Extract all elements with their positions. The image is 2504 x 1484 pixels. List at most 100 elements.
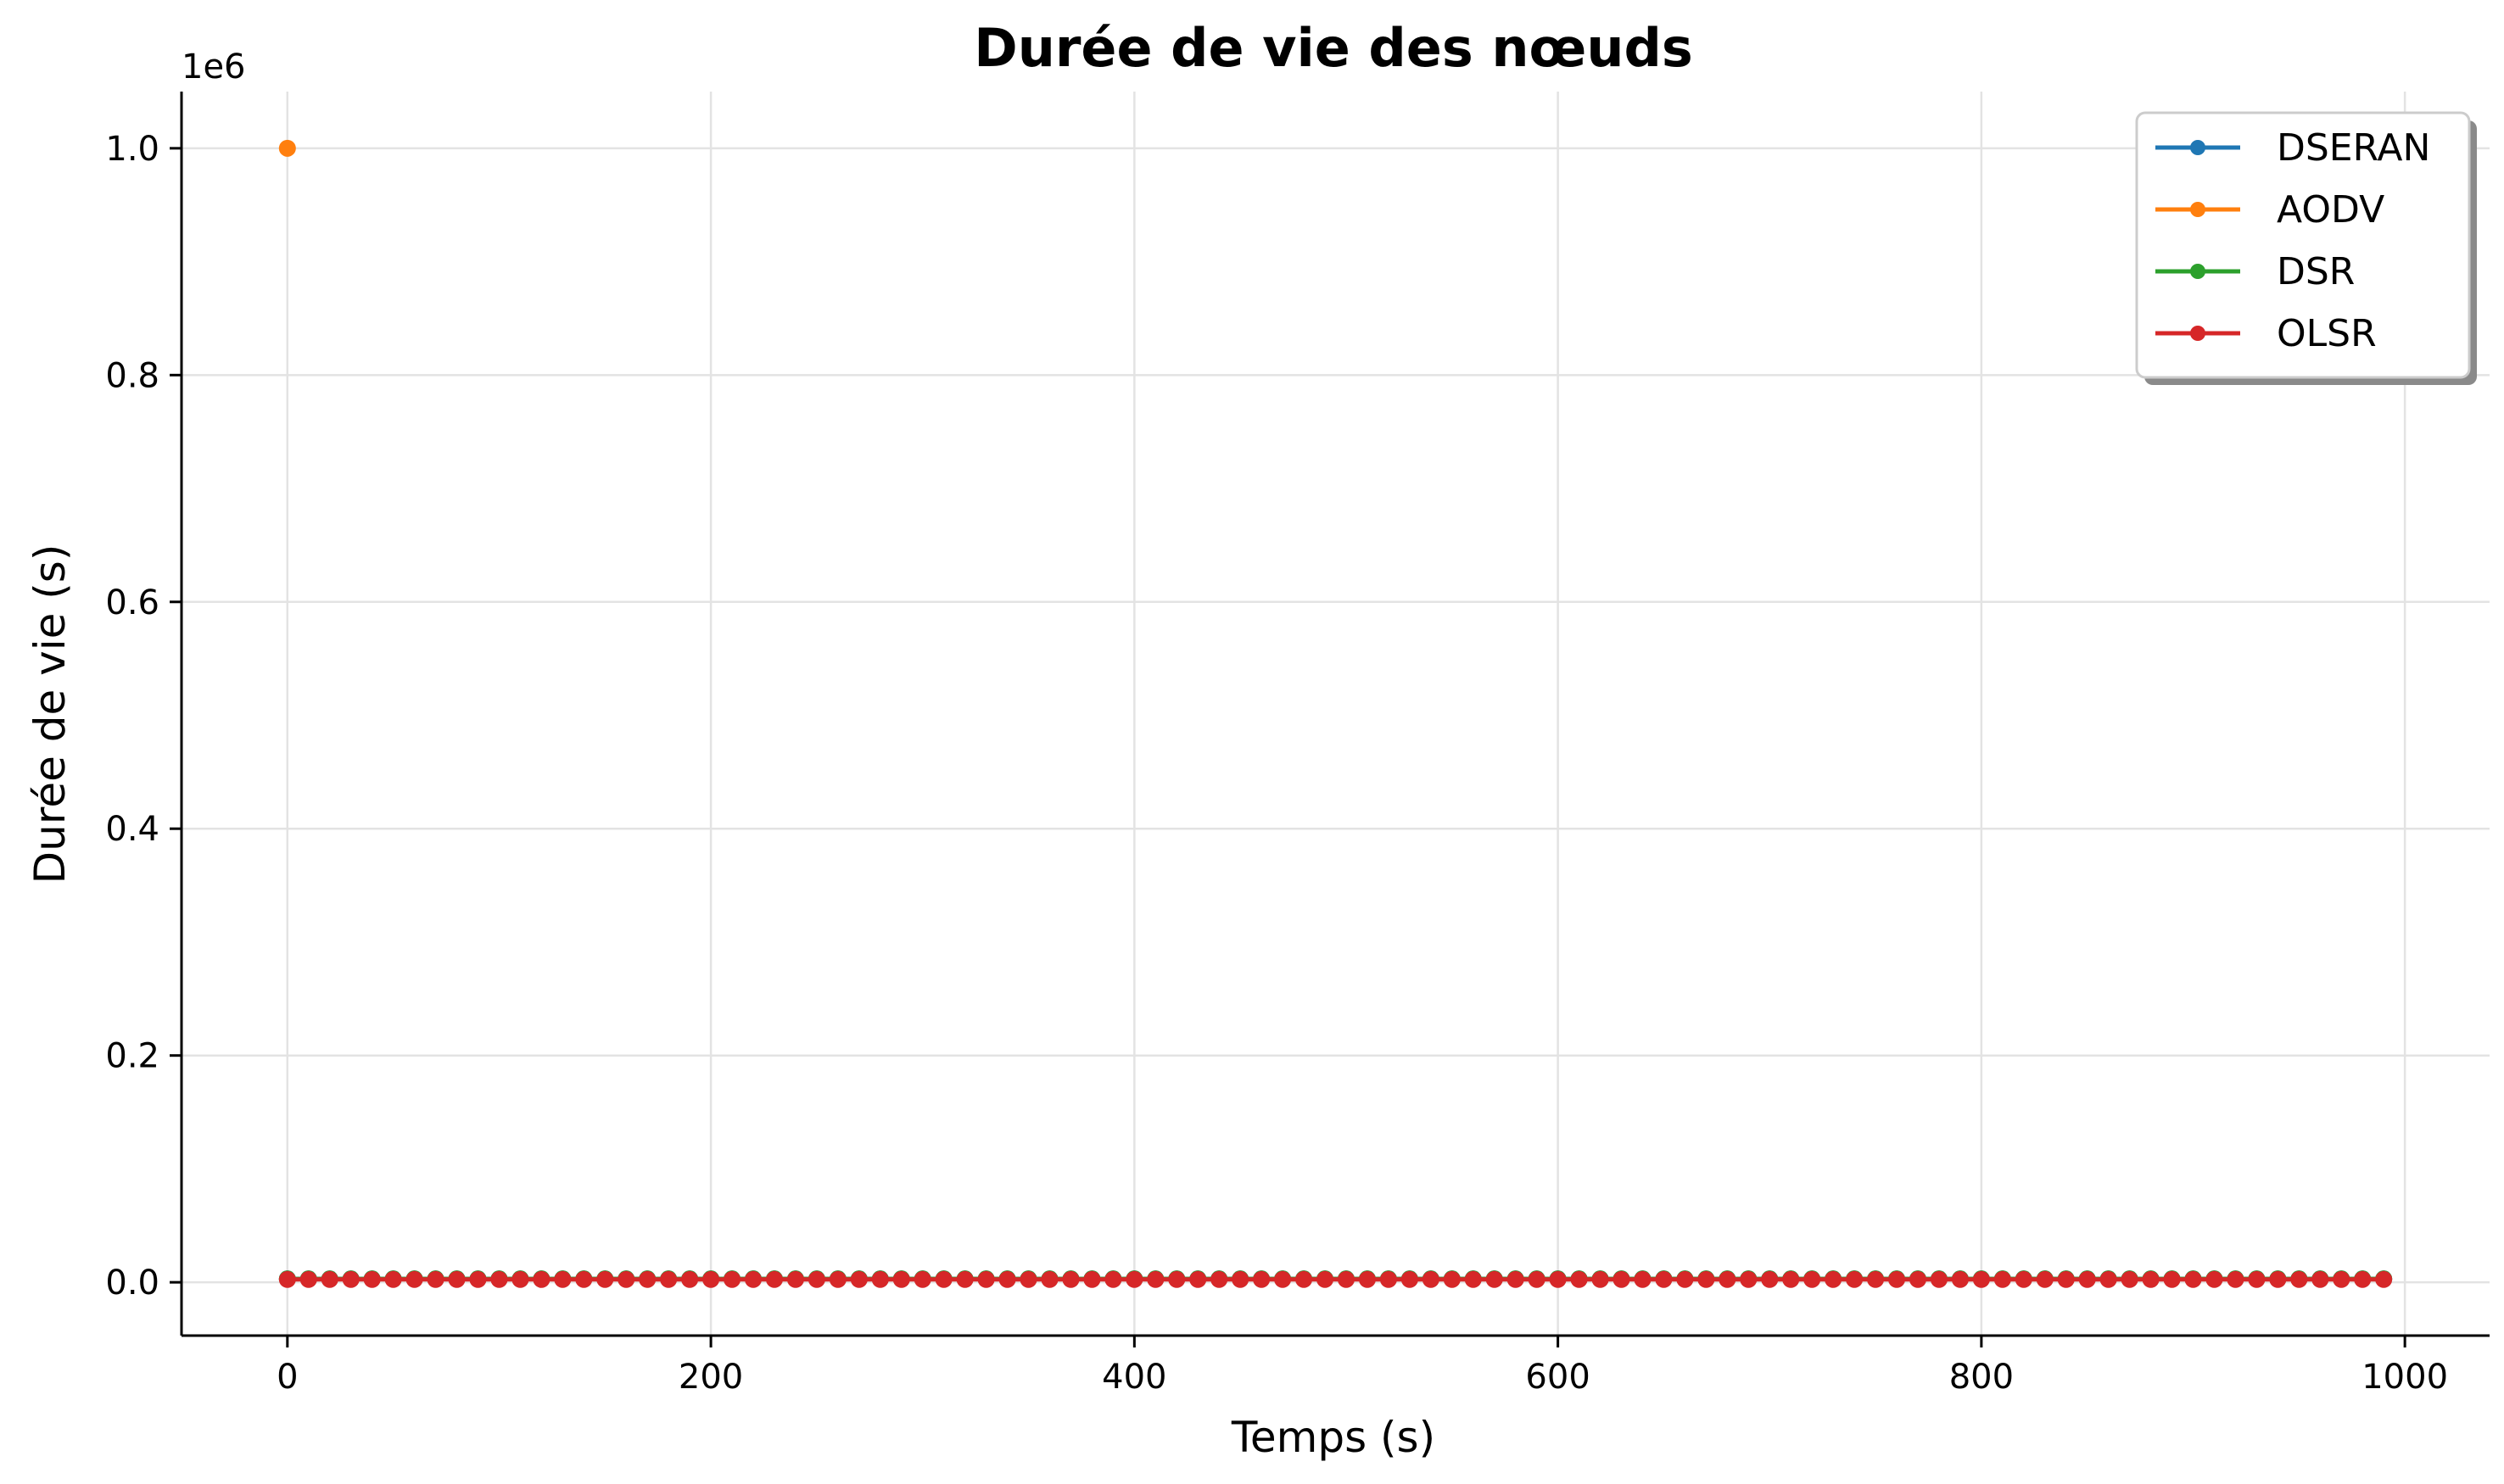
data-point [1909, 1270, 1926, 1288]
data-point [1316, 1270, 1334, 1288]
data-point [1020, 1270, 1037, 1288]
data-point [1041, 1270, 1059, 1288]
data-point [2163, 1270, 2181, 1288]
x-tick-label: 200 [679, 1358, 743, 1397]
data-point [935, 1270, 953, 1288]
data-point [2269, 1270, 2287, 1288]
data-point [1951, 1270, 1969, 1288]
data-point [639, 1270, 657, 1288]
data-point [1740, 1270, 1758, 1288]
data-point [384, 1270, 402, 1288]
data-point [2078, 1270, 2096, 1288]
data-point [914, 1270, 931, 1288]
legend-box [2135, 111, 2471, 379]
data-point [2354, 1270, 2372, 1288]
data-point [1400, 1270, 1418, 1288]
data-point [1676, 1270, 1694, 1288]
x-tick-label: 400 [1102, 1358, 1166, 1397]
data-point [808, 1270, 825, 1288]
data-point [765, 1270, 783, 1288]
data-point [2227, 1270, 2244, 1288]
data-point [2057, 1270, 2075, 1288]
data-point [2184, 1270, 2202, 1288]
data-point [2375, 1270, 2393, 1288]
data-point [1549, 1270, 1567, 1288]
legend: DSERAN AODV DSR OLSR [2135, 111, 2477, 385]
axis-ticks: 0 200 400 600 800 1000 0.0 0.2 0.4 0.6 0.8 1.0 [105, 130, 2448, 1397]
data-point [2015, 1270, 2032, 1288]
y-tick-label: 0.8 [105, 356, 159, 395]
data-point [1591, 1270, 1609, 1288]
data-point [977, 1270, 995, 1288]
data-point [998, 1270, 1016, 1288]
data-point [1443, 1270, 1461, 1288]
y-offset-text: 1e6 [182, 47, 246, 86]
data-point [1613, 1270, 1630, 1288]
data-point [321, 1270, 338, 1288]
data-point [1210, 1270, 1228, 1288]
data-point [956, 1270, 974, 1288]
data-point [871, 1270, 889, 1288]
data-point [1422, 1270, 1439, 1288]
y-tick-label: 0.2 [105, 1037, 159, 1076]
y-tick-label: 0.4 [105, 810, 159, 849]
legend-item-dseran: DSERAN [2155, 126, 2430, 170]
data-point [1189, 1270, 1207, 1288]
data-point [786, 1270, 804, 1288]
data-point [511, 1270, 529, 1288]
data-point [1253, 1270, 1271, 1288]
data-point [1083, 1270, 1101, 1288]
data-point [1168, 1270, 1186, 1288]
y-axis-label: Durée de vie (s) [25, 544, 75, 884]
legend-label: DSERAN [2277, 126, 2430, 170]
data-point [1972, 1270, 1990, 1288]
data-point [1379, 1270, 1397, 1288]
data-point [1655, 1270, 1673, 1288]
data-point [299, 1270, 317, 1288]
legend-marker [2190, 326, 2205, 341]
x-tick-label: 0 [277, 1358, 298, 1397]
data-point [1993, 1270, 2011, 1288]
data-point [1126, 1270, 1143, 1288]
legend-marker [2190, 140, 2205, 155]
data-point [1062, 1270, 1080, 1288]
legend-marker [2190, 264, 2205, 279]
legend-item-dsr: DSR [2155, 250, 2355, 293]
chart-title: Durée de vie des nœuds [974, 17, 1693, 79]
data-point [469, 1270, 487, 1288]
data-point [533, 1270, 551, 1288]
data-point [1782, 1270, 1800, 1288]
data-point [1232, 1270, 1249, 1288]
data-point [278, 139, 296, 157]
data-point [1528, 1270, 1545, 1288]
y-tick-label: 0.6 [105, 583, 159, 622]
data-point [2333, 1270, 2350, 1288]
data-point [1867, 1270, 1885, 1288]
series-layer [278, 139, 2393, 1288]
data-point [1485, 1270, 1503, 1288]
data-point [427, 1270, 444, 1288]
data-point [554, 1270, 572, 1288]
data-point [1888, 1270, 1906, 1288]
data-point [745, 1270, 763, 1288]
data-point [2311, 1270, 2329, 1288]
data-point [2290, 1270, 2308, 1288]
data-point [1104, 1270, 1122, 1288]
data-point [1295, 1270, 1313, 1288]
series-aodv [278, 139, 296, 157]
data-point [448, 1270, 466, 1288]
data-point [618, 1270, 635, 1288]
data-point [892, 1270, 910, 1288]
data-point [1358, 1270, 1376, 1288]
legend-label: DSR [2277, 250, 2355, 293]
legend-items: DSERAN AODV DSR OLSR [2155, 126, 2430, 355]
data-point [724, 1270, 741, 1288]
data-point [575, 1270, 593, 1288]
data-point [1337, 1270, 1355, 1288]
data-point [850, 1270, 868, 1288]
data-point [1506, 1270, 1524, 1288]
data-point [1634, 1270, 1652, 1288]
x-tick-label: 800 [1949, 1358, 2014, 1397]
data-point [1825, 1270, 1842, 1288]
